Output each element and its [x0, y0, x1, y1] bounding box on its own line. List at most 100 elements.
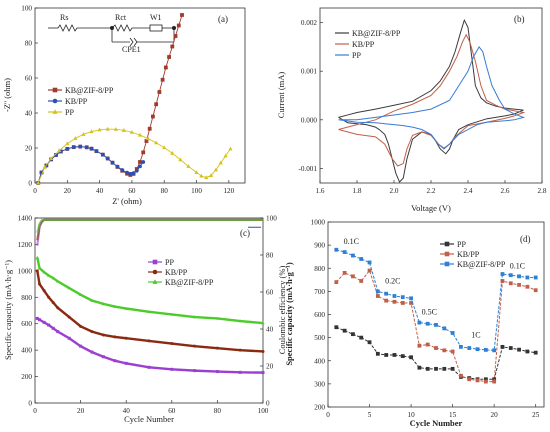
data-point-kb-pp: [392, 299, 397, 304]
data-point-pp: [36, 180, 41, 185]
data-point-pp: [38, 318, 42, 322]
data-point-kb-pp: [342, 270, 347, 275]
data-point-kb-pp: [425, 342, 430, 347]
data-point-pp: [417, 365, 422, 370]
series-line-pp: [37, 128, 231, 184]
data-point-kb-zif-8-pp: [157, 90, 162, 94]
data-point-kb-pp: [442, 348, 447, 353]
data-point-kb-zif-8-pp: [170, 312, 174, 316]
data-point-pp: [238, 370, 242, 374]
x-tick-label: 25: [532, 411, 540, 419]
data-point-kb-pp: [38, 282, 42, 286]
legend-marker: [444, 241, 450, 247]
data-point-pp: [223, 153, 228, 158]
series-line-kb-pp: [338, 33, 526, 167]
data-point-kb-zif-8-pp: [500, 272, 505, 276]
data-point-kb-zif-8-pp: [90, 298, 94, 302]
data-point-pp: [500, 344, 505, 349]
panel-d-series: [334, 247, 538, 384]
data-point-kb-pp: [450, 349, 455, 354]
y2-tick-label: 100: [266, 215, 277, 223]
data-point-pp: [129, 129, 135, 134]
data-point-kb-pp: [138, 164, 142, 169]
x-tick-label: 80: [214, 407, 222, 415]
y2-tick-label: 60: [266, 289, 274, 297]
data-point-pp: [79, 344, 83, 348]
data-point-kb-zif-8-pp: [442, 326, 447, 331]
legend-marker: [52, 98, 58, 104]
data-point-kb-pp: [367, 268, 372, 273]
panel-c-y-axis-label: Specific capacity (mA·h·g⁻¹): [3, 260, 13, 360]
series-line-kb-zif-8-pp: [336, 249, 536, 351]
data-point-kb-zif-8-pp: [215, 316, 220, 320]
data-point-kb-pp: [90, 330, 94, 334]
y-tick-label: 1400: [18, 215, 33, 223]
data-point-pp: [73, 136, 78, 140]
data-point-kb-zif-8-pp: [147, 310, 151, 314]
data-point-kb-pp: [89, 146, 94, 151]
data-point-pp: [334, 325, 339, 330]
data-point-kb-zif-8-pp: [173, 34, 178, 38]
data-point-kb-zif-8-pp: [144, 139, 149, 143]
data-point-kb-pp: [84, 145, 89, 150]
data-point-kb-pp: [47, 295, 51, 299]
data-point-pp: [67, 336, 71, 340]
x-tick-label: 1.8: [353, 187, 362, 195]
data-point-pp: [113, 126, 118, 131]
data-point-kb-pp: [56, 306, 60, 310]
data-point-kb-zif-8-pp: [238, 319, 242, 323]
data-point-pp: [137, 132, 143, 137]
data-point-pp: [204, 175, 209, 180]
data-point-kb-pp: [67, 315, 71, 319]
x-tick-label: 40: [96, 187, 104, 195]
legend-marker: [152, 259, 158, 265]
y-tick-label: 1000: [311, 219, 326, 227]
x-tick-label: 10: [407, 411, 415, 419]
panel-d-label: (d): [520, 234, 531, 244]
legend-marker: [52, 109, 58, 114]
y-tick-label: 100: [21, 5, 32, 13]
data-point-kb-pp: [467, 377, 472, 382]
data-point-kb-pp: [238, 348, 242, 352]
x-tick-label: 60: [128, 187, 136, 195]
data-point-pp: [342, 328, 347, 333]
data-point-pp: [49, 156, 54, 161]
data-point-kb-pp: [124, 336, 128, 340]
data-point-pp: [194, 170, 199, 175]
panel-c-cycling-plot: (c) 0 20 40 60 80 100020040060080010001200140…: [3, 215, 287, 425]
panel-b-series: [338, 18, 526, 183]
series-line-kb-zif-8-pp: [36, 257, 264, 325]
data-point-kb-pp: [359, 279, 364, 283]
data-point-kb-pp: [94, 149, 99, 154]
panel-d-y-axis-label: Specific capacity (mA·h·g⁻¹): [284, 262, 294, 366]
data-point-kb-zif-8-pp: [67, 286, 71, 290]
data-point-pp: [208, 173, 214, 177]
y-tick-label: 1000: [18, 267, 33, 275]
data-point-kb-zif-8-pp: [517, 274, 521, 279]
data-point-pp: [145, 136, 151, 141]
data-point-pp: [105, 126, 110, 131]
data-point-pp: [193, 369, 197, 373]
data-point-kb-pp: [334, 280, 339, 285]
data-point-kb-zif-8-pp: [492, 348, 497, 353]
data-point-kb-zif-8-pp: [170, 44, 175, 49]
x-tick-label: 5: [368, 411, 372, 419]
data-point-pp: [97, 127, 102, 132]
data-point-kb-zif-8-pp: [342, 250, 347, 254]
series-line-pp: [336, 326, 536, 380]
data-point-kb-pp: [65, 146, 70, 151]
circuit-label-cpe1: CPE1: [122, 45, 141, 54]
y-tick-label: 80: [25, 40, 33, 48]
y-tick-label: 40: [25, 110, 33, 118]
data-point-kb-zif-8-pp: [351, 253, 355, 258]
data-point-pp: [218, 160, 223, 165]
data-point-kb-pp: [101, 333, 105, 337]
data-point-pp: [154, 140, 159, 145]
data-point-kb-zif-8-pp: [392, 294, 397, 298]
panel-c-x-axis-label: Cycle Number: [124, 414, 174, 424]
data-point-pp: [170, 150, 175, 155]
legend-marker: [444, 251, 450, 257]
y2-tick-label: 20: [266, 363, 274, 371]
